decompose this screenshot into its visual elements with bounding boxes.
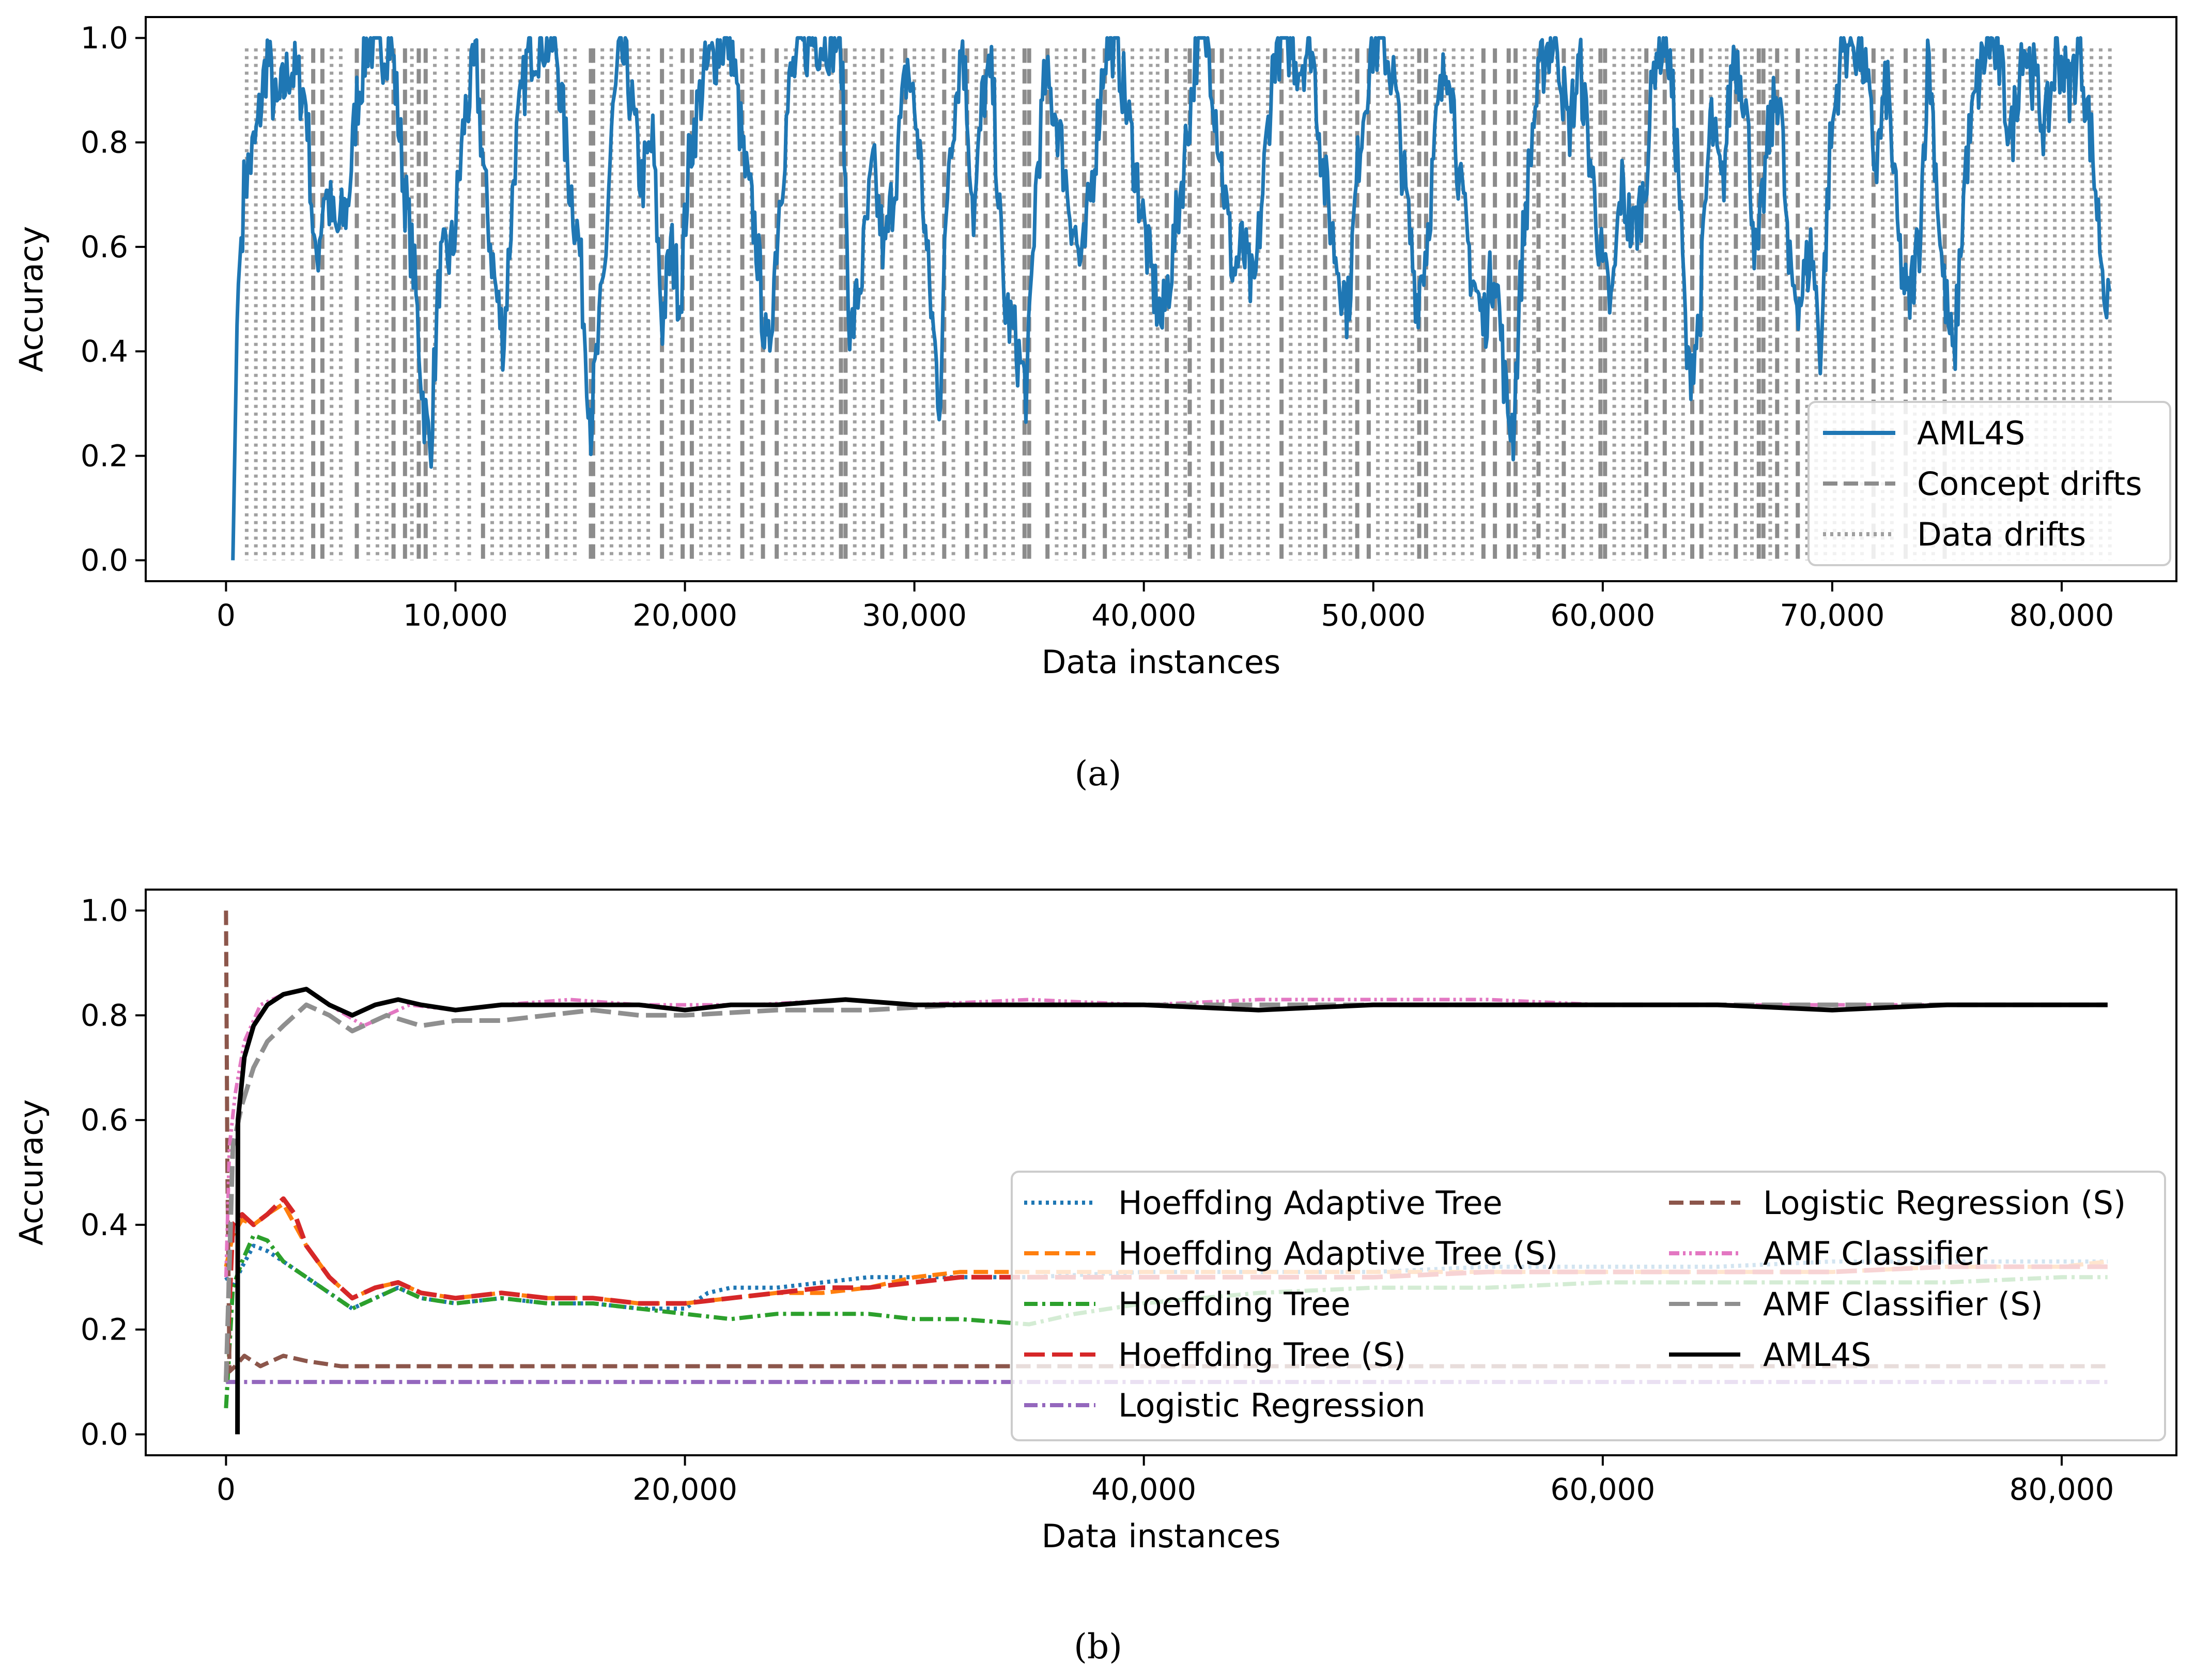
chart-b-frame xyxy=(145,889,2177,1456)
chart-b: 0.0 0.2 0.4 0.6 0.8 1.0 0 20,000 40,000 60,000 80,… xyxy=(12,889,2177,1555)
aml4s-line xyxy=(231,36,2111,561)
chart-a-ytick-label: 0.2 xyxy=(81,438,128,473)
chart-a-legend-label: AML4S xyxy=(1917,414,2025,452)
chart-b-ytick-label: 1.0 xyxy=(81,893,128,928)
chart-b-legend-label: Logistic Regression (S) xyxy=(1763,1184,2126,1222)
chart-b-legend-label: Logistic Regression xyxy=(1118,1387,1426,1424)
chart-b-legend-label: AML4S xyxy=(1763,1336,1871,1374)
chart-b-xtick-label: 60,000 xyxy=(1550,1472,1655,1507)
chart-a-xtick-label: 20,000 xyxy=(632,598,737,633)
chart-a-xtick-label: 10,000 xyxy=(403,598,508,633)
chart-b-legend-box xyxy=(1011,1171,2166,1441)
chart-b-ytick-label: 0.2 xyxy=(81,1312,128,1347)
chart-b-xlabel: Data instances xyxy=(1042,1517,1281,1555)
chart-b-legend-label: Hoeffding Adaptive Tree (S) xyxy=(1118,1235,1558,1272)
chart-b-legend: Hoeffding Adaptive Tree Hoeffding Adaptiv… xyxy=(1011,1171,2166,1441)
chart-a-xtick-label: 0 xyxy=(217,598,236,633)
chart-b-ylabel: Accuracy xyxy=(12,1099,50,1246)
chart-a-ytick-label: 0.8 xyxy=(81,125,128,160)
series-line xyxy=(224,1233,2108,1409)
chart-a-ytick-label: 0.0 xyxy=(81,543,128,578)
series-line xyxy=(235,987,2108,1435)
chart-a-ylabel: Accuracy xyxy=(12,226,50,372)
chart-b-legend-label: Hoeffding Tree (S) xyxy=(1118,1336,1406,1374)
caption-a: (a) xyxy=(1075,754,1122,794)
chart-a-legend-label: Data drifts xyxy=(1917,516,2086,553)
chart-a: 0.0 0.2 0.4 0.6 0.8 1.0 0 10,000 20,000 30,000 40,… xyxy=(12,16,2177,681)
chart-a-xtick-label: 60,000 xyxy=(1550,598,1655,633)
chart-a-xtick-label: 50,000 xyxy=(1321,598,1426,633)
chart-a-ytick-label: 0.6 xyxy=(81,229,128,265)
series-line xyxy=(224,1202,2108,1305)
chart-b-legend-label: Hoeffding Tree xyxy=(1118,1285,1351,1323)
chart-a-legend-box xyxy=(1807,401,2171,566)
chart-b-legend-label: Hoeffding Adaptive Tree xyxy=(1118,1184,1503,1222)
chart-a-xtick-label: 30,000 xyxy=(862,598,967,633)
chart-b-ytick-label: 0.8 xyxy=(81,998,128,1033)
chart-b-xtick-label: 0 xyxy=(217,1472,236,1507)
chart-b-ytick-label: 0.0 xyxy=(81,1417,128,1452)
chart-a-xtick-label: 40,000 xyxy=(1091,598,1196,633)
chart-a-ytick-label: 0.4 xyxy=(81,334,128,369)
chart-a-xtick-label: 80,000 xyxy=(2009,598,2114,633)
chart-b-legend-label: AMF Classifier (S) xyxy=(1763,1285,2043,1323)
chart-b-ytick-label: 0.4 xyxy=(81,1207,128,1242)
chart-a-legend: AML4S Concept drifts Data drifts xyxy=(1807,401,2171,566)
caption-b: (b) xyxy=(1074,1627,1122,1667)
chart-a-ytick-label: 1.0 xyxy=(81,20,128,55)
chart-a-xlabel: Data instances xyxy=(1042,643,1281,681)
chart-b-legend-label: AMF Classifier xyxy=(1763,1235,1988,1272)
chart-b-xtick-label: 40,000 xyxy=(1091,1472,1196,1507)
chart-a-legend-label: Concept drifts xyxy=(1917,465,2142,503)
chart-a-xtick-label: 70,000 xyxy=(1780,598,1884,633)
chart-b-xtick-label: 80,000 xyxy=(2009,1472,2114,1507)
chart-a-frame xyxy=(145,16,2177,582)
chart-b-xtick-label: 20,000 xyxy=(632,1472,737,1507)
chart-b-ytick-label: 0.6 xyxy=(81,1102,128,1138)
